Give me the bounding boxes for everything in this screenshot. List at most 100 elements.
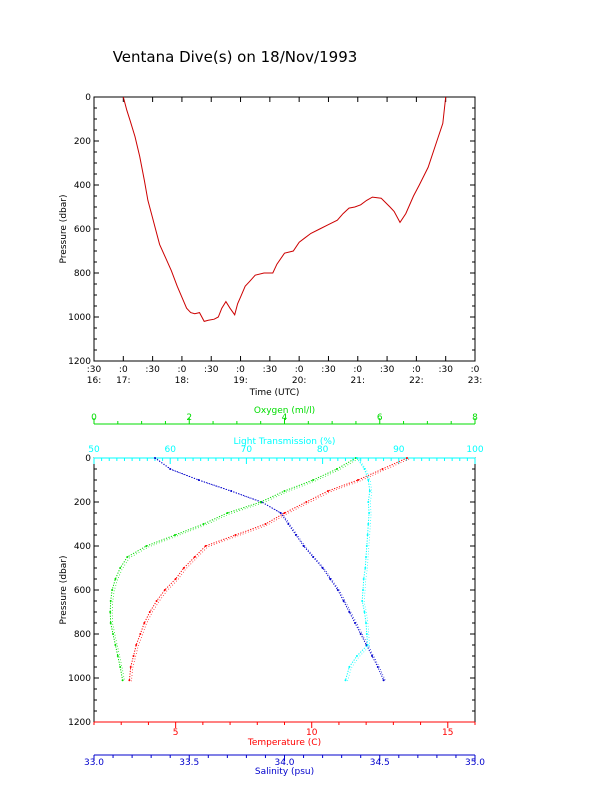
transmission-tick-label: 100 [466, 445, 483, 455]
temperature-profile-point [129, 666, 132, 668]
oxygen-tick-label: 4 [282, 413, 288, 423]
temperature-profile-point [163, 589, 166, 591]
oxygen-profile-point [114, 578, 117, 580]
temperature-profile-point [193, 556, 196, 558]
salinity-profile-trace-cast2 [156, 458, 386, 682]
oxygen-profile-point [312, 479, 315, 481]
top-y-ticks: 0 200 400 600 800 1000 1200 [68, 93, 475, 367]
temperature-profile-point [357, 479, 359, 481]
oxygen-tick-label: 8 [472, 413, 478, 423]
transmission-tick-label: 80 [317, 445, 329, 455]
top-y-tick-label: 600 [74, 225, 91, 235]
transmission-axis-label: Light Transmission (%) [234, 437, 336, 447]
transmission-profile-point [363, 468, 366, 470]
top-x-tick-minute: :0 [119, 365, 128, 375]
salinity-profile-point [154, 457, 156, 459]
salinity-profile-trace [154, 457, 385, 681]
salinity-profile-point [336, 589, 339, 591]
profile-traces [109, 457, 410, 682]
top-x-tick-hour: 20: [292, 376, 306, 386]
oxygen-profile-point [202, 523, 205, 525]
top-x-axis-label: Time (UTC) [249, 388, 300, 398]
top-x-ticks: :3016::017::30:018::30:019::30:020::30:0… [87, 97, 482, 386]
oxygen-profile-point [335, 468, 338, 470]
top-x-tick-hour: 18: [175, 376, 189, 386]
bottom-y-tick-label: 800 [74, 630, 91, 640]
oxygen-profile-trace [109, 457, 357, 681]
salinity-tick-label: 35.0 [465, 758, 485, 768]
temperature-profile-point [135, 644, 138, 646]
oxygen-profile-point [112, 633, 114, 635]
transmission-profile-point [362, 578, 365, 580]
temperature-profile-point [264, 523, 267, 525]
top-plot-frame [93, 96, 476, 362]
transmission-profile-point [365, 633, 368, 635]
oxygen-profile-point [114, 644, 117, 646]
bottom-y-tick-label: 400 [74, 542, 91, 552]
page-title: Ventana Dive(s) on 18/Nov/1993 [112, 48, 358, 66]
top-x-tick-hour: 17: [116, 376, 130, 386]
transmission-profile-point [367, 501, 370, 503]
oxygen-profile-point [121, 679, 124, 682]
top-x-tick-hour: 23: [468, 376, 482, 386]
dive-pressure-trace [122, 96, 447, 322]
salinity-profile-point [329, 578, 332, 580]
top-y-tick-label: 200 [74, 137, 91, 147]
bottom-y-tick-label: 0 [85, 454, 91, 464]
salinity-tick-label: 33.0 [84, 758, 104, 768]
bottom-y-ticks: 0 200 400 600 800 1000 1200 [68, 454, 475, 728]
temperature-profile-point [283, 512, 286, 514]
top-y-tick-label: 0 [85, 93, 91, 103]
oxygen-tick-label: 0 [91, 413, 97, 423]
transmission-tick-label: 60 [164, 445, 176, 455]
oxygen-profile-point [119, 666, 122, 668]
oxygen-profile-point [109, 600, 112, 602]
salinity-profile-point [382, 679, 385, 682]
salinity-axis: 33.0 33.5 34.0 34.5 35.0 [84, 754, 485, 768]
top-x-tick-hour: 16: [87, 376, 101, 386]
temperature-profile-point [155, 600, 158, 602]
top-x-tick-minute: :30 [263, 365, 278, 375]
salinity-profile-point [287, 523, 290, 525]
salinity-profile-point [279, 512, 282, 514]
transmission-profile-point [368, 512, 371, 514]
transmission-profile-trace-cast2 [347, 458, 373, 682]
oxygen-axis-label: Oxygen (ml/l) [254, 406, 315, 416]
salinity-tick-label: 34.0 [274, 758, 294, 768]
bottom-y-axis-label: Pressure (dbar) [59, 556, 69, 625]
salinity-profile-point [302, 545, 305, 547]
temperature-profile-point [139, 633, 142, 635]
top-x-tick-hour: 22: [409, 376, 423, 386]
oxygen-profile-point [226, 512, 229, 514]
salinity-profile-point [359, 633, 362, 635]
salinity-profile-point [321, 567, 324, 569]
profile-chart: 0 200 400 600 800 1000 1200 Pressure (dbar) 0 2… [59, 406, 485, 777]
oxygen-profile-point [145, 545, 148, 547]
salinity-profile-point [197, 479, 200, 481]
top-x-tick-minute: :0 [236, 365, 245, 375]
top-y-tick-label: 400 [74, 181, 91, 191]
top-y-tick-label: 1000 [68, 313, 91, 323]
temperature-profile-point [381, 468, 384, 470]
temperature-profile-point [234, 534, 237, 536]
temperature-tick-label: 10 [306, 728, 318, 738]
top-y-axis-label: Pressure (dbar) [59, 195, 69, 264]
transmission-profile-point [365, 556, 367, 558]
temperature-tick-label: 15 [442, 728, 453, 738]
top-y-tick-label: 1200 [68, 357, 91, 367]
oxygen-profile-trace-cast2 [111, 458, 359, 682]
top-x-tick-minute: :0 [412, 365, 421, 375]
temperature-profile-point [128, 679, 131, 682]
temperature-profile-trace [128, 457, 408, 681]
transmission-tick-label: 70 [241, 445, 253, 455]
temperature-profile-point [204, 545, 207, 547]
transmission-profile-trace [345, 457, 371, 681]
salinity-profile-point [371, 655, 374, 657]
transmission-profile-point [364, 567, 367, 569]
transmission-axis: 50 60 70 80 90 100 [88, 445, 484, 464]
top-x-tick-minute: :0 [471, 365, 480, 375]
salinity-profile-point [354, 622, 356, 624]
oxygen-profile-point [111, 589, 114, 591]
